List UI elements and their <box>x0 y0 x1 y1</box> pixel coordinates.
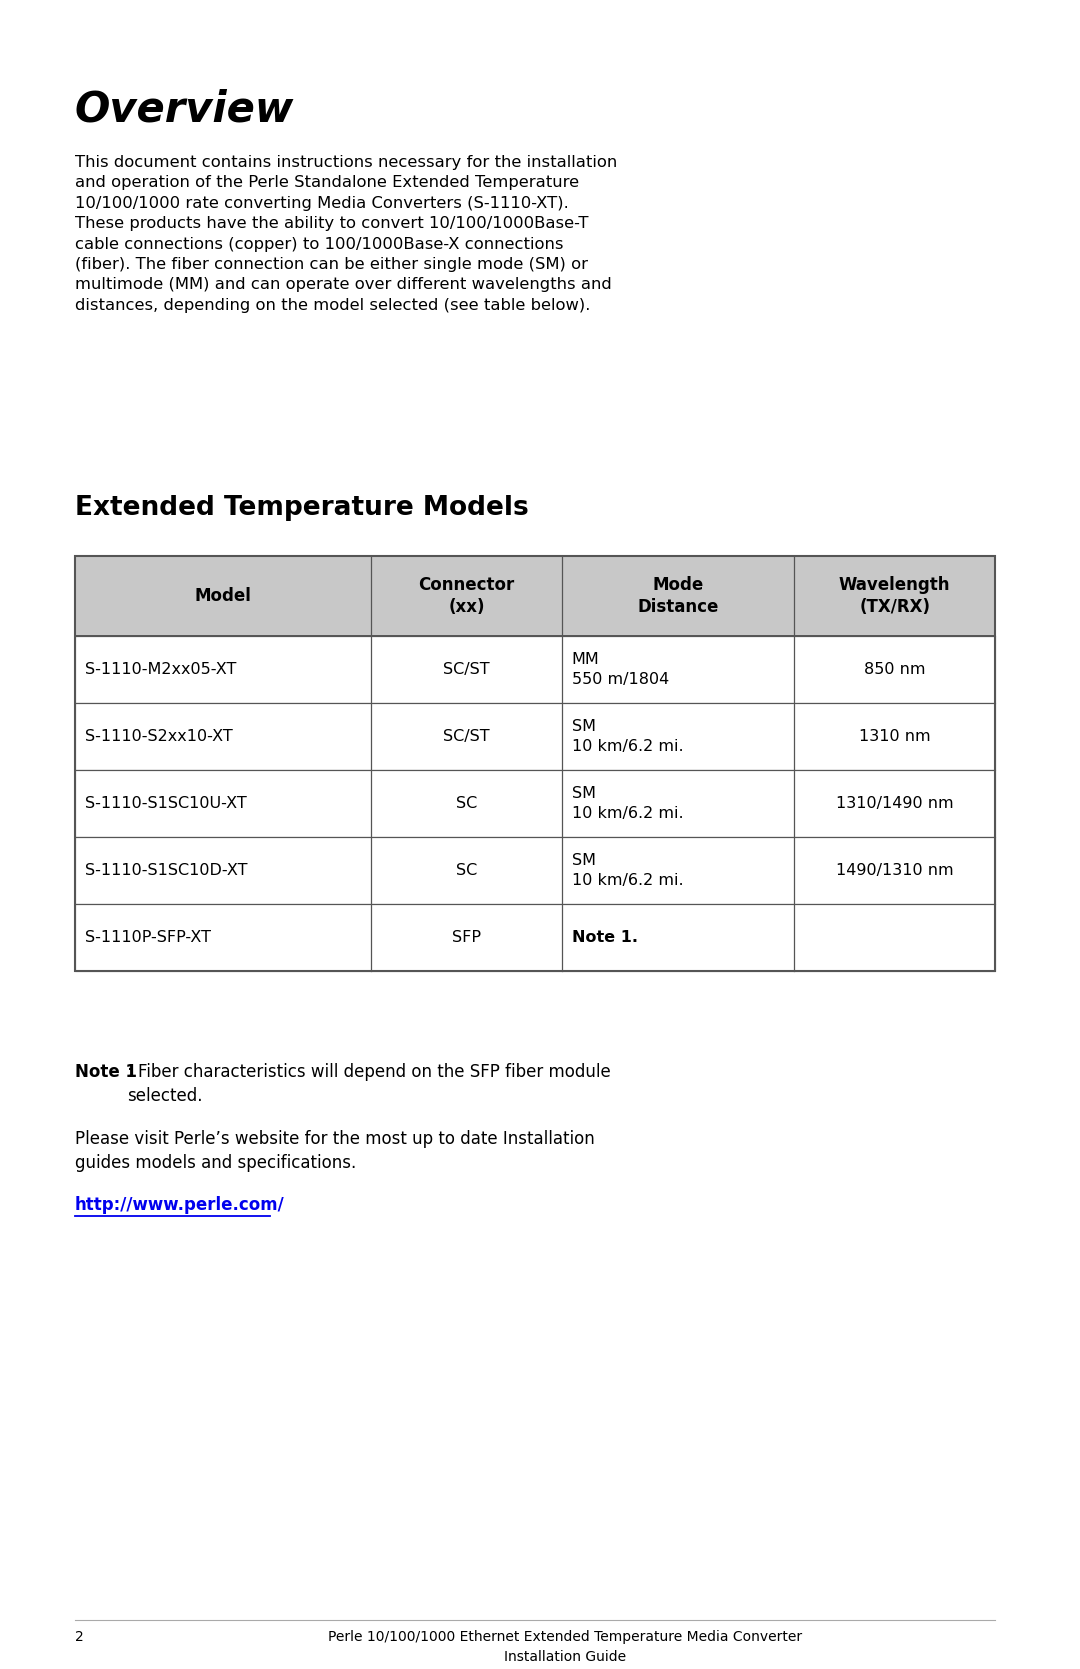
Text: SC: SC <box>456 796 477 811</box>
Text: S-1110-M2xx05-XT: S-1110-M2xx05-XT <box>85 663 237 678</box>
Bar <box>75 636 995 703</box>
Text: SC/ST: SC/ST <box>443 663 489 678</box>
Text: http://www.perle.com/: http://www.perle.com/ <box>75 1197 285 1213</box>
Text: Note 1: Note 1 <box>75 1063 137 1082</box>
Text: 850 nm: 850 nm <box>864 663 926 678</box>
Text: SFP: SFP <box>451 930 481 945</box>
Text: Extended Temperature Models: Extended Temperature Models <box>75 496 529 521</box>
Text: Perle 10/100/1000 Ethernet Extended Temperature Media Converter
Installation Gui: Perle 10/100/1000 Ethernet Extended Temp… <box>328 1631 802 1664</box>
Text: 1310/1490 nm: 1310/1490 nm <box>836 796 954 811</box>
Text: SM
10 km/6.2 mi.: SM 10 km/6.2 mi. <box>571 719 684 754</box>
Text: Mode
Distance: Mode Distance <box>637 576 719 616</box>
Bar <box>75 703 995 769</box>
Text: Overview: Overview <box>75 88 295 130</box>
Text: MM
550 m/1804: MM 550 m/1804 <box>571 653 669 686</box>
Text: S-1110P-SFP-XT: S-1110P-SFP-XT <box>85 930 211 945</box>
Text: 2: 2 <box>75 1631 84 1644</box>
Bar <box>75 556 995 636</box>
Text: S-1110-S1SC10D-XT: S-1110-S1SC10D-XT <box>85 863 247 878</box>
Bar <box>75 905 995 971</box>
Bar <box>75 769 995 836</box>
Text: SC/ST: SC/ST <box>443 729 489 744</box>
Text: Wavelength
(TX/RX): Wavelength (TX/RX) <box>839 576 950 616</box>
Text: S-1110-S2xx10-XT: S-1110-S2xx10-XT <box>85 729 233 744</box>
Text: Connector
(xx): Connector (xx) <box>418 576 514 616</box>
Text: 1490/1310 nm: 1490/1310 nm <box>836 863 954 878</box>
Text: SM
10 km/6.2 mi.: SM 10 km/6.2 mi. <box>571 853 684 888</box>
Text: S-1110-S1SC10U-XT: S-1110-S1SC10U-XT <box>85 796 246 811</box>
Bar <box>75 556 995 971</box>
Text: Please visit Perle’s website for the most up to date Installation
guides models : Please visit Perle’s website for the mos… <box>75 1130 595 1172</box>
Text: : Fiber characteristics will depend on the SFP fiber module
selected.: : Fiber characteristics will depend on t… <box>127 1063 611 1105</box>
Text: Note 1.: Note 1. <box>571 930 637 945</box>
Text: SC: SC <box>456 863 477 878</box>
Text: Model: Model <box>194 587 252 604</box>
Bar <box>75 836 995 905</box>
Text: This document contains instructions necessary for the installation
and operation: This document contains instructions nece… <box>75 155 618 312</box>
Text: SM
10 km/6.2 mi.: SM 10 km/6.2 mi. <box>571 786 684 821</box>
Text: 1310 nm: 1310 nm <box>859 729 931 744</box>
